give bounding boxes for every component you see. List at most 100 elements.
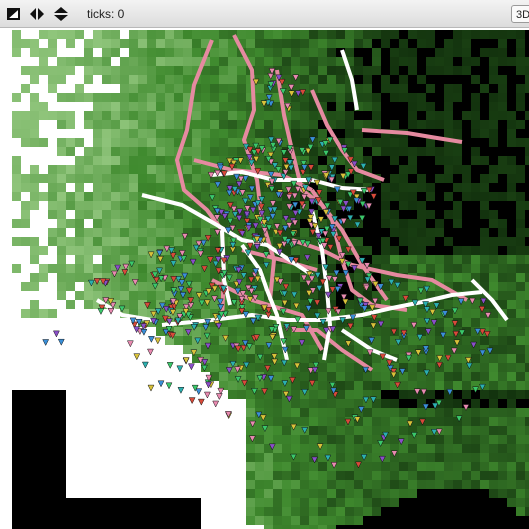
terrain-cell [516, 372, 526, 382]
terrain-cell [282, 336, 292, 346]
terrain-cell [21, 291, 31, 301]
terrain-cell [192, 174, 202, 184]
terrain-cell [516, 219, 526, 229]
terrain-cell [372, 129, 382, 139]
world-view[interactable] [12, 30, 529, 529]
terrain-cell [192, 165, 202, 175]
terrain-cell [102, 489, 112, 499]
agent-turtle [300, 160, 308, 168]
terrain-cell [300, 489, 310, 499]
terrain-cell [354, 417, 364, 427]
terrain-cell [390, 498, 400, 508]
terrain-cell [354, 102, 364, 112]
terrain-cell [48, 201, 58, 211]
terrain-cell [480, 462, 490, 472]
terrain-cell [120, 264, 130, 274]
terrain-cell [345, 525, 355, 529]
tilt-icon[interactable] [6, 6, 22, 22]
terrain-cell [318, 471, 328, 481]
terrain-cell [237, 30, 247, 40]
vertical-arrows-icon[interactable] [53, 6, 69, 22]
terrain-cell [507, 174, 517, 184]
agent-turtle [298, 339, 306, 347]
agent-turtle [372, 281, 379, 288]
terrain-cell [93, 138, 103, 148]
terrain-cell [75, 237, 85, 247]
terrain-cell [417, 147, 427, 157]
terrain-cell [462, 129, 472, 139]
3d-view-button[interactable]: 3D [511, 5, 529, 23]
agent-turtle [122, 263, 130, 271]
terrain-cell [111, 48, 121, 58]
agent-turtle [290, 291, 298, 299]
terrain-cell [111, 381, 121, 391]
terrain-cell [210, 426, 220, 436]
terrain-cell [354, 228, 364, 238]
agent-turtle [234, 376, 242, 383]
terrain-cell [183, 210, 193, 220]
terrain-cell [390, 300, 400, 310]
terrain-cell [48, 57, 58, 67]
terrain-cell [138, 381, 148, 391]
agent-turtle [339, 317, 347, 324]
terrain-cell [21, 57, 31, 67]
terrain-cell [30, 444, 40, 454]
terrain-cell [363, 237, 373, 247]
terrain-cell [453, 462, 463, 472]
terrain-cell [408, 228, 418, 238]
terrain-cell [255, 444, 265, 454]
terrain-cell [156, 165, 166, 175]
terrain-cell [363, 192, 373, 202]
terrain-cell [471, 507, 481, 517]
terrain-cell [93, 453, 103, 463]
terrain-cell [210, 354, 220, 364]
terrain-cell [12, 426, 22, 436]
terrain-cell [480, 228, 490, 238]
agent-turtle [390, 371, 398, 379]
terrain-cell [138, 336, 148, 346]
terrain-cell [174, 93, 184, 103]
terrain-cell [309, 84, 319, 94]
terrain-cell [309, 291, 319, 301]
agent-turtle [235, 278, 243, 286]
terrain-cell [327, 84, 337, 94]
terrain-cell [435, 327, 445, 337]
terrain-cell [516, 84, 526, 94]
terrain-cell [426, 129, 436, 139]
terrain-cell [525, 102, 529, 112]
agent-turtle [358, 215, 366, 222]
terrain-cell [453, 156, 463, 166]
agent-turtle [281, 380, 289, 388]
agent-turtle [259, 414, 267, 422]
terrain-cell [471, 525, 481, 529]
terrain-cell [318, 75, 328, 85]
terrain-cell [363, 246, 373, 256]
terrain-cell [354, 84, 364, 94]
terrain-cell [21, 489, 31, 499]
agent-turtle [190, 349, 198, 357]
agent-turtle [265, 306, 273, 314]
terrain-cell [75, 48, 85, 58]
terrain-cell [93, 309, 103, 319]
agent-turtle [291, 219, 299, 227]
terrain-cell [471, 453, 481, 463]
agent-turtle [281, 225, 289, 233]
terrain-cell [237, 318, 247, 328]
agent-turtle [204, 342, 212, 350]
terrain-cell [489, 174, 499, 184]
agent-turtle [324, 307, 332, 315]
terrain-cell [255, 453, 265, 463]
terrain-cell [30, 345, 40, 355]
terrain-cell [183, 507, 193, 517]
horizontal-arrows-icon[interactable] [29, 6, 45, 22]
terrain-cell [291, 246, 301, 256]
terrain-cell [183, 525, 193, 529]
terrain-cell [399, 489, 409, 499]
terrain-cell [237, 516, 247, 526]
agent-turtle [279, 308, 287, 316]
terrain-cell [201, 336, 211, 346]
terrain-cell [111, 372, 121, 382]
terrain-cell [444, 129, 454, 139]
terrain-cell [228, 507, 238, 517]
terrain-cell [75, 192, 85, 202]
